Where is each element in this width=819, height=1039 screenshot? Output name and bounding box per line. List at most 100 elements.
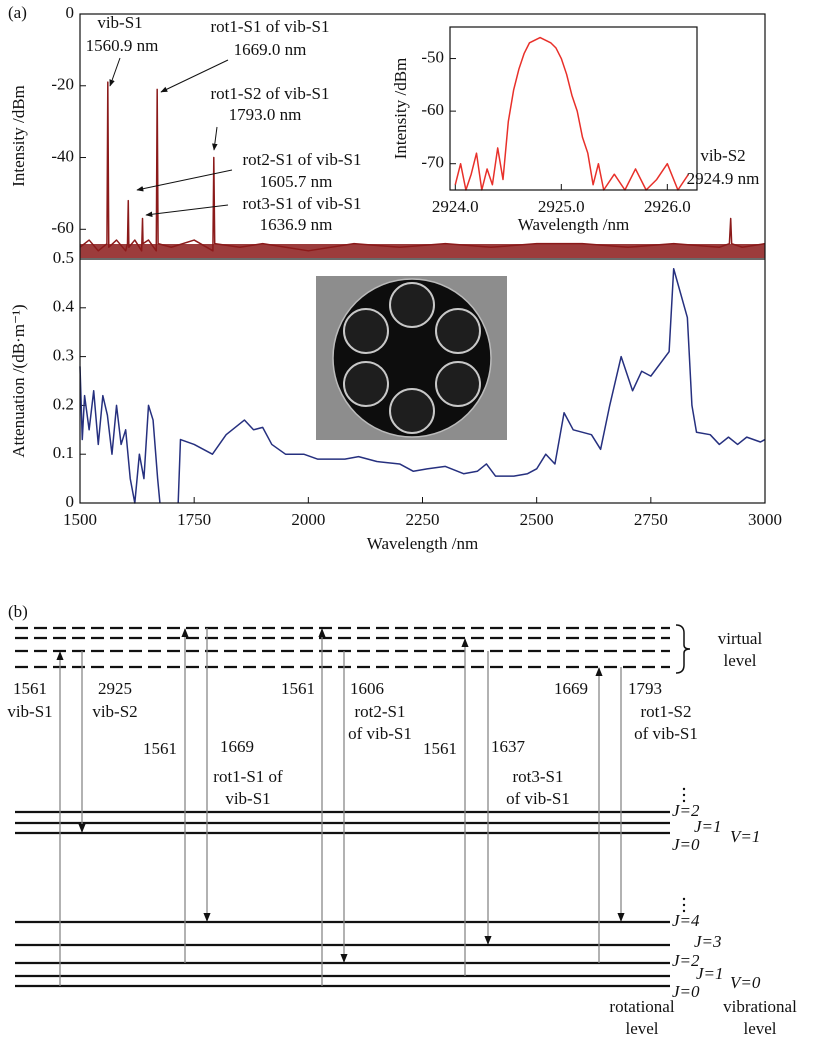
- arrow: [109, 57, 121, 87]
- axis-label: level: [743, 1019, 776, 1038]
- x-tick-label: 1500: [63, 510, 97, 529]
- transition-name: of vib-S1: [634, 724, 698, 743]
- y-tick-label: -40: [51, 146, 74, 165]
- annotation: 2924.9 nm: [687, 169, 760, 188]
- annotation: rot1-S2 of vib-S1: [211, 84, 330, 103]
- transition-name: vib-S2: [92, 702, 137, 721]
- x-tick-label: 2925.0: [538, 197, 585, 216]
- panel-label: (a): [8, 3, 27, 22]
- panel-label: (b): [8, 602, 28, 621]
- wavelength: 1669: [554, 679, 588, 698]
- j-label: J=2: [672, 801, 700, 820]
- transition-labels: 1561 vib-S1 2925 vib-S2 1561 1669 rot1-S…: [7, 679, 698, 808]
- fiber-image: [316, 276, 507, 440]
- rotational-levels: [15, 810, 670, 988]
- y-tick-label: 0: [66, 492, 75, 511]
- annotation-arrows: [109, 57, 233, 218]
- transition-name: rot3-S1: [513, 767, 564, 786]
- axis-label: rotational: [609, 997, 674, 1016]
- x-tick-label: 2000: [291, 510, 325, 529]
- x-tick-label: 2924.0: [432, 197, 479, 216]
- virtual-levels: [15, 626, 670, 669]
- y-tick-label: 0.3: [53, 346, 74, 365]
- annotation: vib-S2: [700, 146, 745, 165]
- wavelength: 2925: [98, 679, 132, 698]
- arrow: [160, 59, 229, 93]
- annotation: rot2-S1 of vib-S1: [243, 150, 362, 169]
- j-label: J=1: [696, 964, 724, 983]
- y-axis-label: Intensity /dBm: [9, 85, 28, 187]
- y-tick-label: -20: [51, 75, 74, 94]
- x-axis-label: Wavelength /nm: [518, 215, 629, 234]
- annotation: vib-S1: [97, 13, 142, 32]
- annotation: 1560.9 nm: [86, 36, 159, 55]
- annotation: 1636.9 nm: [260, 215, 333, 234]
- inset-frame: [449, 26, 698, 191]
- annotation: 1605.7 nm: [260, 172, 333, 191]
- v-label: V=1: [730, 827, 760, 846]
- y-tick-label: 0.2: [53, 394, 74, 413]
- wavelength: 1637: [491, 737, 526, 756]
- fiber-capillaries: [343, 282, 481, 434]
- annotation: 1793.0 nm: [229, 105, 302, 124]
- transition-arrows: [56, 628, 625, 986]
- axis-label: vibrational: [723, 997, 797, 1016]
- x-tick-label: 2250: [406, 510, 440, 529]
- brace: [675, 624, 691, 674]
- transition-name: vib-S1: [7, 702, 52, 721]
- transition-name: vib-S1: [225, 789, 270, 808]
- y-axis-label: Intensity /dBm: [391, 58, 410, 160]
- y-tick-label: -60: [421, 100, 444, 119]
- wavelength: 1561: [13, 679, 47, 698]
- arrow: [212, 126, 218, 151]
- x-tick-label: 2500: [520, 510, 554, 529]
- wavelength: 1561: [281, 679, 315, 698]
- transition-name: rot1-S2: [641, 702, 692, 721]
- annotation: rot3-S1 of vib-S1: [243, 194, 362, 213]
- data-line: [79, 81, 766, 252]
- j-label: J=0: [672, 835, 700, 854]
- inset-chart: -50 -60 -70 2924.0 2925.0 2926.0 Intensity /dB…: [391, 27, 697, 234]
- x-tick-label: 1750: [177, 510, 211, 529]
- axis-label: level: [625, 1019, 658, 1038]
- level-label: virtual: [718, 629, 763, 648]
- annotations: vib-S1 1560.9 nm rot1-S1 of vib-S1 1669.…: [86, 13, 760, 234]
- spectrum-chart: 0 -20 -40 -60 Intensity /dBm: [9, 3, 766, 258]
- x-tick-label: 3000: [748, 510, 782, 529]
- data-line: [79, 268, 766, 504]
- j-label: J=1: [694, 817, 722, 836]
- noise-floor-band: [80, 244, 765, 258]
- transition-name: of vib-S1: [506, 789, 570, 808]
- transition-name: of vib-S1: [348, 724, 412, 743]
- inset-background: [450, 27, 697, 190]
- x-tick-label: 2926.0: [644, 197, 691, 216]
- level-label: level: [723, 651, 756, 670]
- arrow: [145, 204, 229, 218]
- y-tick-label: -50: [421, 47, 444, 66]
- attenuation-chart: 0 0.1 0.2 0.3 0.4 0.5 1500 1750 2000 2250 2500 2750…: [9, 248, 782, 553]
- wavelength: 1561: [423, 739, 457, 758]
- y-axis-label: Attenuation /(dB·m⁻¹): [9, 304, 28, 457]
- j-label: J=0: [672, 982, 700, 1001]
- y-tick-label: 0.5: [53, 248, 74, 267]
- y-tick-label: 0.4: [53, 297, 75, 316]
- annotation: rot1-S1 of vib-S1: [211, 17, 330, 36]
- wavelength: 1669: [220, 737, 254, 756]
- wavelength: 1606: [350, 679, 384, 698]
- ellipsis-dots: [682, 787, 686, 913]
- annotation: 1669.0 nm: [234, 40, 307, 59]
- y-tick-label: 0: [66, 3, 75, 22]
- wavelength: 1561: [143, 739, 177, 758]
- j-label: J=3: [694, 932, 722, 951]
- transition-name: rot1-S1 of: [213, 767, 283, 786]
- y-tick-label: -60: [51, 218, 74, 237]
- v-label: V=0: [730, 973, 761, 992]
- frames: [79, 13, 766, 504]
- x-tick-label: 2750: [634, 510, 668, 529]
- wavelength: 1793: [628, 679, 662, 698]
- arrow: [136, 169, 233, 192]
- level-labels: J=2 J=1 J=0 V=1 J=4 J=3 J=2 J=1 J=0 V=0 …: [609, 801, 797, 1038]
- y-tick-label: -70: [421, 153, 444, 172]
- x-axis-label: Wavelength /nm: [367, 534, 478, 553]
